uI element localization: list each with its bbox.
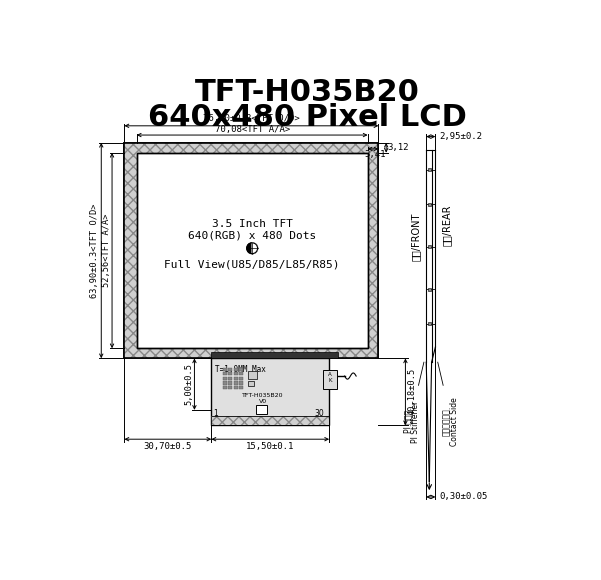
Text: 30: 30 — [315, 408, 325, 418]
Text: Contact Side: Contact Side — [450, 397, 459, 446]
Text: 3,41: 3,41 — [364, 150, 385, 160]
Bar — [234, 377, 237, 380]
Bar — [124, 349, 379, 358]
Wedge shape — [252, 243, 258, 253]
Text: A: A — [328, 372, 332, 377]
Text: 76,90±0.3<TFT O/D>: 76,90±0.3<TFT O/D> — [203, 114, 300, 124]
Text: 背面/REAR: 背面/REAR — [441, 205, 451, 246]
Bar — [428, 288, 431, 291]
Bar — [428, 168, 431, 171]
Text: TFT-H035B20: TFT-H035B20 — [195, 78, 420, 107]
Text: 15,50±0.1: 15,50±0.1 — [246, 441, 294, 451]
Text: K: K — [328, 378, 332, 383]
Text: 3,12: 3,12 — [388, 143, 409, 153]
Bar — [223, 377, 227, 380]
Text: 52,56<TFT A/A>: 52,56<TFT A/A> — [102, 214, 111, 287]
Bar — [124, 153, 136, 349]
Bar — [212, 416, 329, 425]
Bar — [223, 368, 227, 371]
Bar — [223, 372, 227, 375]
Text: 640(RGB) x 480 Dots: 640(RGB) x 480 Dots — [188, 230, 316, 240]
Text: 40,18±0.5: 40,18±0.5 — [407, 368, 416, 415]
Text: 0,30±0.05: 0,30±0.05 — [439, 492, 487, 502]
Text: 63,90±0.3<TFT O/D>: 63,90±0.3<TFT O/D> — [90, 204, 99, 298]
Bar — [124, 143, 379, 153]
Text: 70,08<TFT A/A>: 70,08<TFT A/A> — [215, 125, 290, 133]
Bar — [248, 371, 257, 379]
Bar — [428, 245, 431, 248]
Text: PI 加強板: PI 加強板 — [403, 410, 412, 433]
Bar — [212, 352, 338, 358]
Bar — [228, 372, 232, 375]
Text: V0: V0 — [258, 399, 267, 404]
Bar — [136, 153, 368, 349]
Text: 2,95±0.2: 2,95±0.2 — [439, 132, 482, 141]
Bar — [228, 368, 232, 371]
Bar — [368, 153, 379, 349]
Bar — [124, 143, 379, 358]
Bar — [234, 382, 237, 385]
Text: 30,70±0.5: 30,70±0.5 — [144, 441, 192, 451]
Bar — [239, 386, 243, 389]
Bar — [124, 143, 379, 358]
Bar — [257, 405, 267, 414]
Text: T=1.0MM Max: T=1.0MM Max — [215, 364, 266, 374]
Bar — [428, 203, 431, 206]
Bar — [239, 372, 243, 375]
Bar — [228, 386, 232, 389]
Text: 1: 1 — [214, 408, 218, 418]
Text: Full View(U85/D85/L85/R85): Full View(U85/D85/L85/R85) — [165, 259, 340, 269]
Text: PI Stiffener: PI Stiffener — [411, 401, 420, 443]
Bar — [239, 382, 243, 385]
Bar — [234, 372, 237, 375]
Bar — [323, 370, 337, 389]
Text: 5,00±0.5: 5,00±0.5 — [184, 363, 193, 405]
Text: 640x480 Pixel LCD: 640x480 Pixel LCD — [148, 103, 467, 132]
Bar — [239, 368, 243, 371]
Bar — [136, 153, 368, 349]
Text: 3.5 Inch TFT: 3.5 Inch TFT — [212, 219, 293, 229]
Bar — [239, 377, 243, 380]
Bar — [223, 386, 227, 389]
Text: 金手指接触面: 金手指接触面 — [442, 408, 451, 436]
Text: 正面/FRONT: 正面/FRONT — [410, 213, 421, 261]
Bar — [234, 386, 237, 389]
Bar — [228, 382, 232, 385]
Bar — [212, 416, 329, 425]
Bar — [248, 382, 254, 386]
Bar — [223, 382, 227, 385]
Bar — [228, 377, 232, 380]
Circle shape — [247, 243, 258, 253]
Bar — [234, 368, 237, 371]
Text: TFT-H035B20: TFT-H035B20 — [242, 393, 283, 398]
Bar — [212, 358, 329, 425]
Bar — [428, 322, 431, 325]
